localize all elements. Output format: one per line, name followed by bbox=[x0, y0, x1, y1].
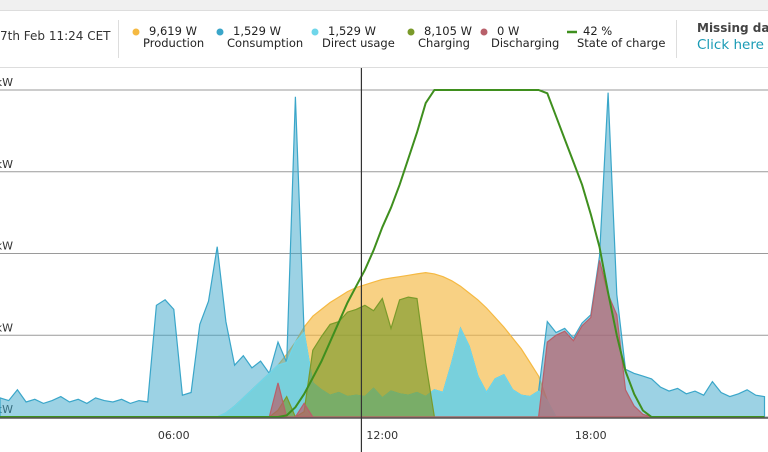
x-tick-label: 06:00 bbox=[158, 429, 190, 442]
y-tick-label: 6 kW bbox=[0, 321, 13, 334]
legend-reading: 1,529 W bbox=[328, 24, 376, 38]
legend-reading: 8,105 W bbox=[424, 24, 472, 38]
legend-name: Discharging bbox=[491, 36, 559, 50]
legend-name: Charging bbox=[418, 36, 470, 50]
legend-reading: 42 % bbox=[583, 24, 612, 38]
legend-name: Production bbox=[143, 36, 204, 50]
legend-reading: 1,529 W bbox=[233, 24, 281, 38]
x-tick-label: 18:00 bbox=[575, 429, 607, 442]
legend-dot bbox=[216, 28, 224, 36]
x-tick-label: 12:00 bbox=[366, 429, 398, 442]
legend-dot bbox=[407, 28, 415, 36]
y-tick-label: 18 kW bbox=[0, 158, 13, 171]
legend-name: State of charge bbox=[577, 36, 665, 50]
legend-name: Direct usage bbox=[322, 36, 395, 50]
y-tick-label: 12 kW bbox=[0, 240, 13, 253]
missing-title: Missing data? bbox=[697, 21, 768, 35]
legend-dot bbox=[480, 28, 488, 36]
legend-dot bbox=[132, 28, 140, 36]
top-strip bbox=[0, 0, 768, 10]
legend-reading: 0 W bbox=[497, 24, 519, 38]
cursor-time: 7th Feb 11:24 CET bbox=[0, 29, 111, 43]
legend-dot bbox=[311, 28, 319, 36]
legend-name: Consumption bbox=[227, 36, 303, 50]
soc-line bbox=[0, 89, 765, 418]
y-tick-label: 24 kW bbox=[0, 76, 13, 89]
missing-link[interactable]: Click here bbox=[697, 37, 764, 53]
legend-reading: 9,619 W bbox=[149, 24, 197, 38]
